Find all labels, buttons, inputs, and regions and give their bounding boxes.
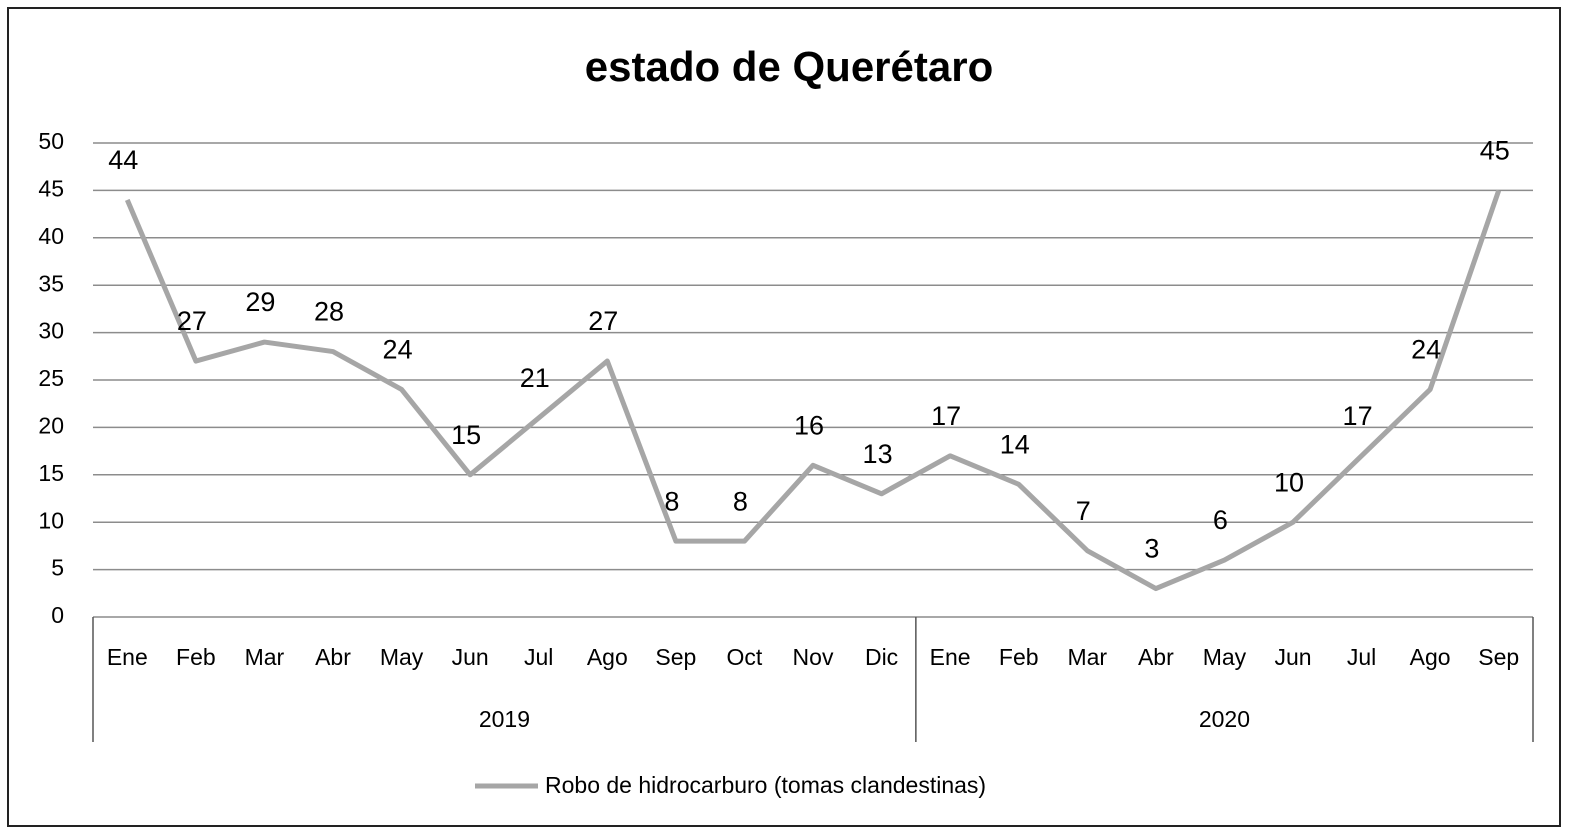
- x-group-label: 2019: [479, 706, 530, 732]
- x-tick-label: May: [380, 644, 424, 670]
- x-tick-label: Jun: [1274, 644, 1311, 670]
- x-tick-label: Nov: [793, 644, 834, 670]
- x-tick-label: Abr: [315, 644, 351, 670]
- x-group-label: 2020: [1199, 706, 1250, 732]
- x-tick-label: Jul: [524, 644, 553, 670]
- y-tick-label: 45: [38, 175, 64, 201]
- data-label: 8: [733, 486, 748, 516]
- x-tick-label: Sep: [655, 644, 696, 670]
- x-tick-label: May: [1203, 644, 1247, 670]
- x-tick-label: Mar: [1067, 644, 1107, 670]
- data-label: 6: [1213, 505, 1228, 535]
- legend-label: Robo de hidrocarburo (tomas clandestinas…: [545, 772, 986, 798]
- x-tick-label: Feb: [999, 644, 1039, 670]
- data-label: 27: [177, 306, 207, 336]
- x-tick-label: Dic: [865, 644, 898, 670]
- data-label: 17: [931, 401, 961, 431]
- data-line: [124, 189, 1502, 592]
- data-label: 45: [1480, 136, 1510, 166]
- x-tick-label: Ago: [1410, 644, 1451, 670]
- chart-title: estado de Querétaro: [585, 43, 993, 90]
- y-tick-label: 25: [38, 365, 64, 391]
- data-label: 17: [1343, 401, 1373, 431]
- y-tick-label: 30: [38, 318, 64, 344]
- x-tick-label: Ene: [930, 644, 971, 670]
- data-label: 44: [108, 145, 138, 175]
- y-tick-label: 35: [38, 270, 64, 296]
- y-tick-label: 5: [51, 555, 64, 581]
- y-tick-label: 50: [38, 128, 64, 154]
- data-label: 10: [1274, 467, 1304, 497]
- data-label: 29: [245, 287, 275, 317]
- x-tick-label: Sep: [1478, 644, 1519, 670]
- data-label: 14: [1000, 429, 1030, 459]
- y-tick-label: 15: [38, 460, 64, 486]
- data-label: 24: [1411, 335, 1441, 365]
- x-tick-label: Oct: [727, 644, 763, 670]
- data-label: 8: [664, 486, 679, 516]
- y-tick-label: 0: [51, 602, 64, 628]
- x-tick-label: Jun: [452, 644, 489, 670]
- data-label: 3: [1144, 534, 1159, 564]
- data-label: 28: [314, 297, 344, 327]
- x-tick-label: Feb: [176, 644, 216, 670]
- data-label: 24: [383, 335, 413, 365]
- data-label: 16: [794, 410, 824, 440]
- data-label: 27: [588, 306, 618, 336]
- data-label: 21: [520, 363, 550, 393]
- x-tick-label: Ago: [587, 644, 628, 670]
- chart-border: [7, 7, 1561, 827]
- x-tick-label: Jul: [1347, 644, 1376, 670]
- data-label: 15: [451, 420, 481, 450]
- x-tick-label: Mar: [245, 644, 285, 670]
- data-label: 7: [1076, 496, 1091, 526]
- x-tick-label: Ene: [107, 644, 148, 670]
- y-tick-label: 40: [38, 223, 64, 249]
- data-label: 13: [863, 439, 893, 469]
- y-tick-label: 20: [38, 412, 64, 438]
- y-tick-label: 10: [38, 507, 64, 533]
- x-tick-label: Abr: [1138, 644, 1174, 670]
